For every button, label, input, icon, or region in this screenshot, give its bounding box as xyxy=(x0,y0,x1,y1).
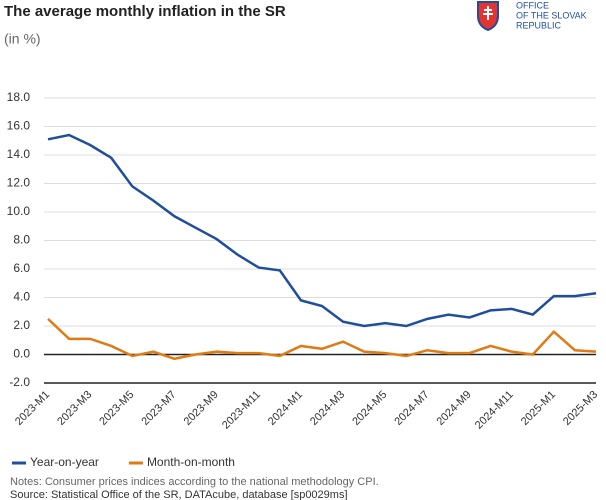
x-tick-label: 2023-M11 xyxy=(220,389,263,432)
x-tick-label: 2024-M5 xyxy=(350,389,389,428)
logo-text: OFFICE xyxy=(516,0,549,10)
x-tick-label: 2023-M3 xyxy=(55,389,94,428)
y-tick-label: 6.0 xyxy=(13,261,30,275)
y-tick-label: 16.0 xyxy=(7,119,31,133)
legend-label: Year-on-year xyxy=(30,455,99,469)
chart-subtitle: (in %) xyxy=(4,31,41,47)
y-tick-label: 10.0 xyxy=(7,204,31,218)
x-tick-label: 2023-M9 xyxy=(182,389,221,428)
x-tick-label: 2024-M3 xyxy=(308,389,347,428)
legend-label: Month-on-month xyxy=(147,455,235,469)
chart-title: The average monthly inflation in the SR xyxy=(4,3,286,20)
series-line xyxy=(47,133,597,328)
y-tick-label: 14.0 xyxy=(7,147,31,161)
y-tick-label: 4.0 xyxy=(13,290,30,304)
notes: Notes: Consumer prices indices according… xyxy=(10,476,379,488)
x-tick-label: 2023-M5 xyxy=(97,389,136,428)
x-tick-label: 2024-M11 xyxy=(473,389,516,432)
x-tick-label: 2025-M1 xyxy=(519,389,558,428)
y-tick-label: 0.0 xyxy=(13,347,30,361)
x-tick-label: 2023-M1 xyxy=(13,389,52,428)
y-tick-label: 18.0 xyxy=(7,90,31,104)
y-tick-label: 2.0 xyxy=(13,318,30,332)
y-tick-label: 8.0 xyxy=(13,233,30,247)
x-tick-label: 2024-M7 xyxy=(392,389,431,428)
logo-text: REPUBLIC xyxy=(516,20,562,30)
source: Source: Statistical Office of the SR, DA… xyxy=(10,489,348,500)
x-tick-label: 2024-M1 xyxy=(266,389,305,428)
series-line xyxy=(47,317,597,361)
y-tick-label: -2.0 xyxy=(9,375,30,389)
logo xyxy=(477,1,499,32)
x-tick-label: 2025-M3 xyxy=(561,389,600,428)
logo-cross xyxy=(483,6,493,20)
logo-text: OF THE SLOVAK xyxy=(516,10,587,20)
y-tick-label: 12.0 xyxy=(7,176,31,190)
x-tick-label: 2024-M9 xyxy=(435,389,474,428)
x-tick-label: 2023-M7 xyxy=(139,389,178,428)
